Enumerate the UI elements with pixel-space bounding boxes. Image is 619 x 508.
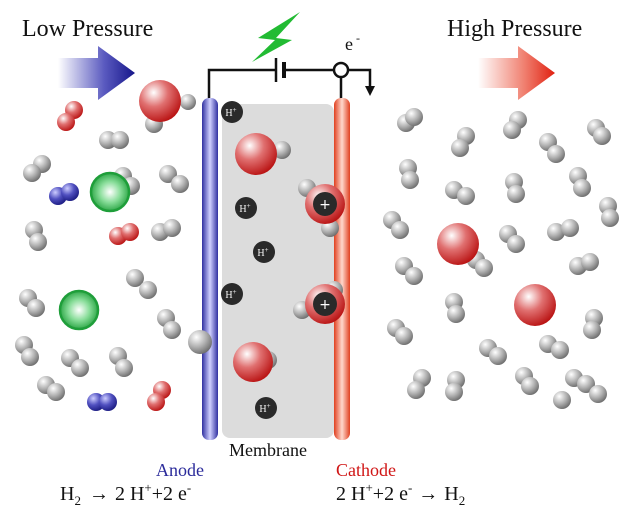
anode-electrode <box>202 98 218 440</box>
proton: H+ <box>235 197 257 219</box>
green-atoms <box>58 171 131 331</box>
low-pressure-arrow-icon <box>58 46 135 100</box>
high-pressure-arrow-icon <box>478 46 555 100</box>
external-circuit <box>207 58 372 100</box>
cathode-recombination-site: + <box>305 184 345 224</box>
low-pressure-label: Low Pressure <box>22 16 153 42</box>
proton: H+ <box>221 283 243 305</box>
cathode-electrode <box>334 98 350 440</box>
svg-text:+: + <box>319 297 331 313</box>
proton: H+ <box>221 101 243 123</box>
red-molecule-pairs <box>57 101 171 411</box>
lightning-bolt-icon <box>252 12 300 62</box>
svg-text:H+: H+ <box>257 246 268 259</box>
svg-text:+: + <box>319 197 331 213</box>
svg-text:H+: H+ <box>239 202 250 215</box>
svg-text:H+: H+ <box>225 288 236 301</box>
blue-molecule-pairs <box>49 183 117 411</box>
electron-flow-arrow-icon <box>365 86 375 96</box>
anode-label: Anode <box>156 460 204 480</box>
anode-equation: H2 → 2 H++2 e- <box>60 480 191 508</box>
membrane-label: Membrane <box>229 440 307 460</box>
high-pressure-label: High Pressure <box>447 16 582 42</box>
svg-text:H+: H+ <box>259 402 270 415</box>
proton: H+ <box>253 241 275 263</box>
cathode-recombination-site: + <box>305 284 345 324</box>
electron-charge: - <box>356 31 360 45</box>
cathode-equation: 2 H++2 e- → H2 <box>336 480 465 508</box>
proton: H+ <box>255 397 277 419</box>
electron-label: e <box>345 34 353 54</box>
svg-text:H+: H+ <box>225 106 236 119</box>
large-red-atoms <box>139 80 556 382</box>
cathode-label: Cathode <box>336 460 396 480</box>
